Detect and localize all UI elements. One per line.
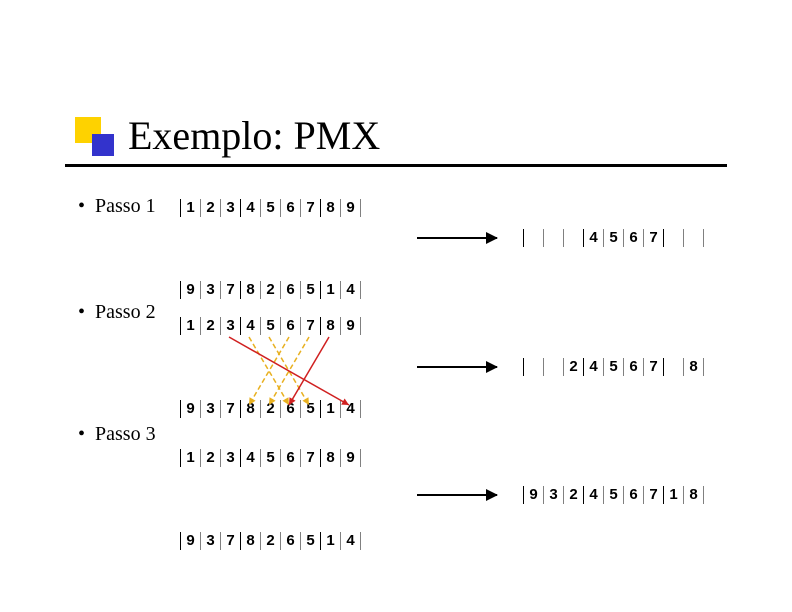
mapping-lines	[0, 0, 792, 612]
